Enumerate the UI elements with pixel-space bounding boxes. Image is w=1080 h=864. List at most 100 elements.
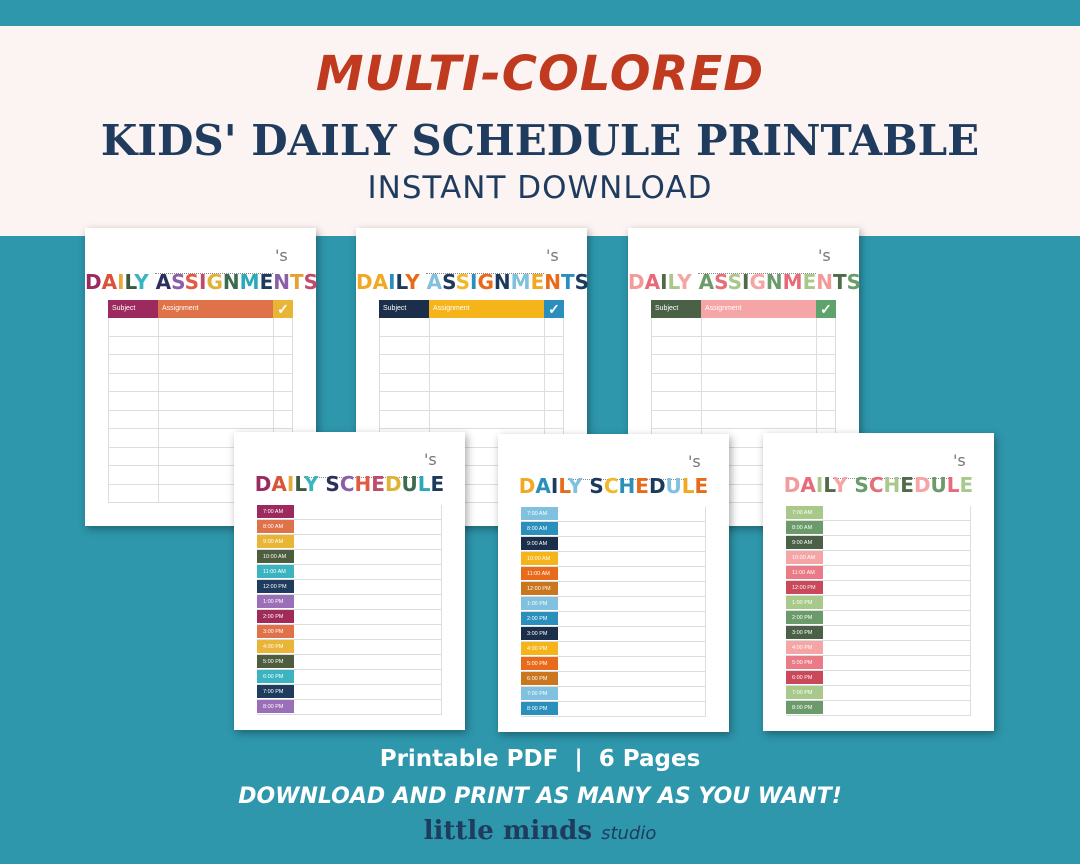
time-label: 7:00 AM: [521, 507, 558, 521]
schedule-row: 6:00 PM: [786, 671, 971, 686]
table-row: [108, 355, 293, 374]
table-cell: [816, 410, 836, 428]
title-letter: Y: [303, 472, 319, 496]
schedule-blank: [558, 657, 706, 671]
title-letter: N: [765, 270, 783, 294]
name-suffix: 's: [818, 246, 831, 265]
time-label: 4:00 PM: [521, 642, 558, 656]
title-letter: S: [325, 472, 340, 496]
check-icon: ✓: [273, 300, 293, 318]
table-cell: [158, 447, 273, 465]
name-suffix: 's: [688, 452, 701, 471]
schedule-blank: [294, 670, 442, 684]
schedule-row: 7:00 AM: [521, 507, 706, 522]
schedule-row: 1:00 PM: [786, 596, 971, 611]
name-line: [304, 462, 422, 478]
table-cell: [108, 429, 158, 447]
table-cell: [108, 355, 158, 373]
title-word: ASSIGNMENTS: [427, 270, 589, 294]
time-label: 11:00 AM: [257, 565, 294, 579]
time-label: 1:00 PM: [786, 596, 823, 610]
time-label: 4:00 PM: [257, 640, 294, 654]
header-cell: Assignment: [158, 300, 273, 318]
table-cell: [108, 318, 158, 336]
title-letter: A: [372, 270, 389, 294]
name-line: [568, 464, 686, 480]
time-label: 3:00 PM: [257, 625, 294, 639]
title-letter: I: [660, 270, 668, 294]
table-cell: [651, 392, 701, 410]
schedule-blank: [558, 597, 706, 611]
table-header: Subject Assignment ✓: [108, 300, 293, 318]
schedule-blank: [823, 521, 971, 535]
title-letter: I: [742, 270, 750, 294]
schedule-row: 11:00 AM: [786, 566, 971, 581]
title-letter: N: [222, 270, 240, 294]
table-cell: [108, 466, 158, 484]
table-cell: [158, 429, 273, 447]
time-label: 6:00 PM: [257, 670, 294, 684]
sheet-title: DAILY SCHEDULE: [234, 472, 465, 496]
table-cell: [429, 392, 544, 410]
sheet-title: DAILY ASSIGNMENTS: [628, 270, 861, 294]
title-letter: I: [550, 474, 559, 498]
schedule-blank: [294, 535, 442, 549]
time-label: 11:00 AM: [786, 566, 823, 580]
schedule-blank: [823, 566, 971, 580]
table-cell: [429, 318, 544, 336]
schedule-row: 4:00 PM: [786, 641, 971, 656]
schedule-blank: [558, 612, 706, 626]
main-title: KIDS' DAILY SCHEDULE PRINTABLE: [100, 116, 980, 165]
name-suffix: 's: [546, 246, 559, 265]
table-cell: [701, 392, 816, 410]
schedule-row: 3:00 PM: [257, 625, 442, 640]
time-label: 3:00 PM: [521, 627, 558, 641]
title-letter: C: [868, 473, 884, 497]
title-letter: A: [155, 270, 172, 294]
table-row: [651, 318, 836, 337]
title-letter: U: [401, 472, 418, 496]
title-letter: I: [117, 270, 125, 294]
schedule-row: 7:00 PM: [257, 685, 442, 700]
brand-main: little minds: [423, 816, 592, 846]
title-letter: A: [698, 270, 715, 294]
title-letter: E: [259, 270, 274, 294]
name-line: [426, 258, 544, 274]
time-label: 12:00 PM: [257, 580, 294, 594]
time-label: 8:00 AM: [786, 521, 823, 535]
title-letter: L: [294, 472, 304, 496]
subtitle: INSTANT DOWNLOAD: [367, 170, 713, 206]
table-row: [108, 318, 293, 337]
table-row: [651, 373, 836, 392]
schedule-row: 9:00 AM: [521, 537, 706, 552]
schedule-sheet: 's DAILY SCHEDULE 7:00 AM 8:00 AM 9:00 AM 10:…: [498, 434, 729, 732]
table-cell: [158, 373, 273, 391]
schedule-row: 11:00 AM: [257, 565, 442, 580]
name-line: [155, 258, 273, 274]
schedule-row: 2:00 PM: [521, 612, 706, 627]
table-cell: [651, 355, 701, 373]
time-label: 9:00 AM: [521, 537, 558, 551]
title-word: ASSIGNMENTS: [699, 270, 861, 294]
sheet-title: DAILY SCHEDULE: [763, 473, 994, 497]
schedule-blank: [294, 655, 442, 669]
title-word: ASSIGNMENTS: [156, 270, 318, 294]
table-row: [651, 355, 836, 374]
schedule-blank: [823, 626, 971, 640]
time-label: 7:00 PM: [786, 686, 823, 700]
title-letter: E: [530, 270, 545, 294]
table-cell: [544, 373, 564, 391]
schedule-blank: [823, 581, 971, 595]
table-row: [108, 392, 293, 411]
schedule-blank: [294, 700, 442, 714]
table-cell: [379, 410, 429, 428]
table-cell: [429, 410, 544, 428]
table-cell: [379, 373, 429, 391]
title-letter: S: [171, 270, 185, 294]
table-cell: [701, 355, 816, 373]
time-label: 10:00 AM: [521, 552, 558, 566]
table-cell: [651, 336, 701, 354]
table-cell: [158, 318, 273, 336]
schedule-sheet: 's DAILY SCHEDULE 7:00 AM 8:00 AM 9:00 AM 10:…: [234, 432, 465, 730]
schedule-row: 11:00 AM: [521, 567, 706, 582]
